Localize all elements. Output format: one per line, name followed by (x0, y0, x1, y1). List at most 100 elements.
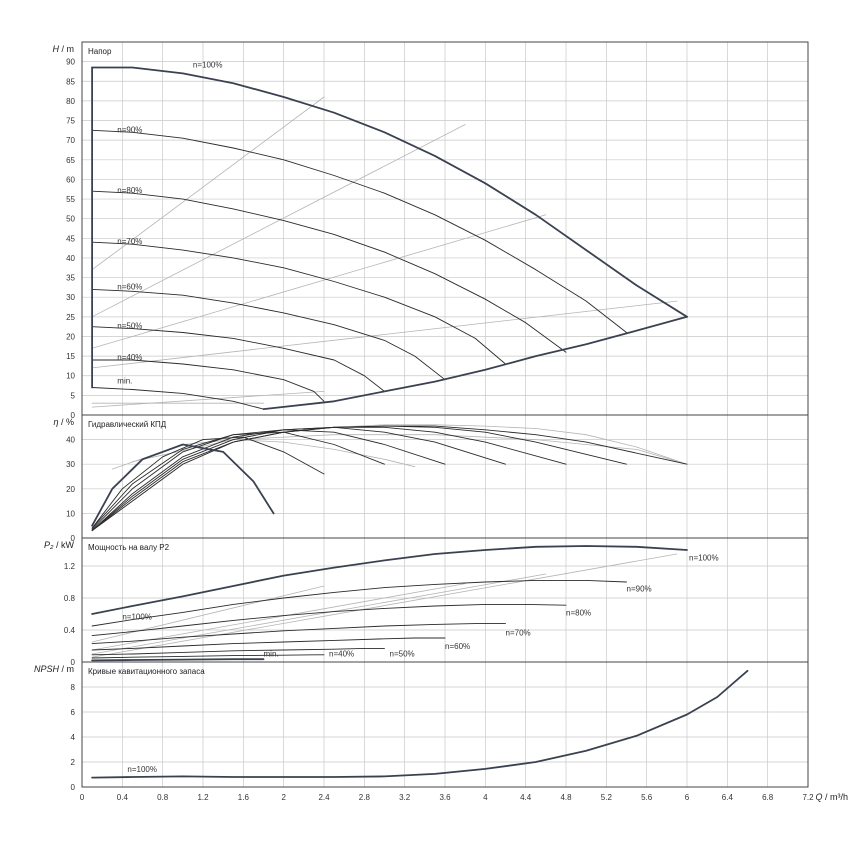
curve-label: n=70% (506, 629, 531, 638)
curve-label: n=90% (117, 125, 142, 134)
series-line-power-1 (91, 579, 627, 627)
curve-label: n=50% (390, 649, 415, 658)
y-tick-label: 45 (66, 234, 75, 243)
y-tick-label: 0 (71, 658, 76, 667)
series-line-power-5 (91, 647, 385, 656)
y-tick-label: 20 (66, 332, 75, 341)
y-tick-label: 0.8 (64, 594, 76, 603)
series-line-power-6 (91, 654, 325, 659)
y-tick-label: 20 (66, 485, 75, 494)
panel-title-npsh: Кривые кавитационного запаса (88, 667, 205, 676)
x-tick-label: 5.6 (641, 793, 653, 802)
series-line-head-12 (91, 214, 547, 349)
series-line-efficiency-7 (91, 425, 688, 532)
series-line-power-10 (91, 573, 547, 655)
x-tick-label: 6.4 (722, 793, 734, 802)
y-tick-label: 80 (66, 97, 75, 106)
y-axis-unit: kW (61, 540, 75, 550)
series-line-efficiency-1 (91, 436, 325, 529)
y-tick-label: 35 (66, 274, 75, 283)
y-tick-label: 25 (66, 313, 75, 322)
y-axis-separator: / (53, 540, 61, 550)
series-line-efficiency-3 (91, 429, 446, 530)
series-line-power-4 (91, 637, 446, 651)
x-tick-label: 1.2 (197, 793, 209, 802)
y-tick-label: 4 (71, 733, 76, 742)
series-line-head-10 (91, 96, 325, 271)
y-tick-label: 30 (66, 460, 75, 469)
x-tick-label: 1.6 (238, 793, 250, 802)
y-axis-label-power: P₂ / kW (44, 540, 74, 550)
curve-label: n=60% (445, 642, 470, 651)
y-axis-label-npsh: NPSH / m (34, 664, 74, 674)
curve-label: n=100% (689, 553, 719, 562)
x-tick-label: 5.2 (601, 793, 613, 802)
x-axis-label: Q / m³/h (815, 792, 848, 802)
y-tick-label: 0 (71, 534, 76, 543)
y-tick-label: 0 (71, 411, 76, 420)
y-axis-separator: / (59, 664, 67, 674)
series-line-head-2 (91, 190, 567, 353)
series-line-head-5 (91, 326, 385, 392)
y-axis-variable: P₂ (44, 540, 54, 550)
series-line-power-8 (91, 585, 325, 643)
curve-label: n=40% (117, 353, 142, 362)
x-tick-label: 0 (80, 793, 85, 802)
y-tick-label: 75 (66, 117, 75, 126)
y-axis-label-efficiency: η / % (53, 417, 74, 427)
x-tick-label: 2.4 (318, 793, 330, 802)
curve-label: n=40% (329, 649, 354, 658)
series-line-power-3 (91, 623, 506, 645)
x-tick-label: 4.8 (560, 793, 572, 802)
y-tick-label: 30 (66, 293, 75, 302)
curve-label: n=100% (127, 765, 157, 774)
y-axis-unit: m (67, 664, 75, 674)
x-tick-label: 0.4 (117, 793, 129, 802)
curve-label: min. (264, 649, 279, 658)
x-tick-label: 4 (483, 793, 488, 802)
series-line-power-0 (91, 545, 688, 615)
x-tick-label: 6 (685, 793, 690, 802)
series-line-head-1 (91, 129, 627, 333)
series-line-head-0 (91, 66, 688, 318)
x-tick-label: 2.8 (359, 793, 371, 802)
y-axis-variable: H (52, 44, 59, 54)
curve-label: n=100% (193, 61, 223, 70)
series-line-head-13 (91, 300, 678, 369)
x-tick-label: 3.2 (399, 793, 411, 802)
series-line-head-9 (262, 315, 688, 411)
y-axis-unit: m (67, 44, 75, 54)
x-tick-label: 3.6 (439, 793, 451, 802)
series-line-head-15 (91, 390, 325, 408)
y-tick-label: 90 (66, 58, 75, 67)
y-tick-label: 50 (66, 215, 75, 224)
y-tick-label: 0 (71, 783, 76, 792)
y-tick-label: 2 (71, 758, 76, 767)
curve-label: n=50% (117, 322, 142, 331)
y-axis-label-head: H / m (52, 44, 74, 54)
y-axis-separator: / (58, 417, 66, 427)
y-tick-label: 5 (71, 391, 76, 400)
series-line-power-9 (91, 583, 466, 651)
x-tick-label: 4.4 (520, 793, 532, 802)
series-line-power-2 (91, 603, 567, 637)
y-tick-label: 85 (66, 77, 75, 86)
y-tick-label: 55 (66, 195, 75, 204)
x-tick-label: 2 (281, 793, 286, 802)
curve-label: n=80% (566, 609, 591, 618)
y-tick-label: 10 (66, 372, 75, 381)
series-line-head-4 (91, 288, 446, 381)
y-tick-label: 70 (66, 136, 75, 145)
curve-label: n=60% (117, 282, 142, 291)
y-tick-label: 65 (66, 156, 75, 165)
x-axis-variable: Q (815, 792, 822, 802)
series-line-power-11 (91, 553, 678, 658)
series-line-npsh-0 (91, 669, 749, 779)
series-line-head-3 (91, 241, 506, 365)
curve-label: n=90% (627, 585, 652, 594)
series-line-head-6 (91, 359, 325, 402)
curve-label: n=80% (117, 186, 142, 195)
series-line-head-11 (91, 124, 466, 318)
series-line-efficiency-5 (91, 426, 567, 532)
